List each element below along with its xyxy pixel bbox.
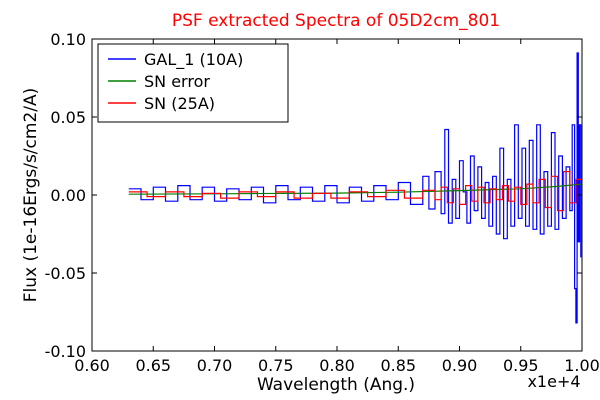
x-tick-label: 0.85 — [380, 356, 416, 375]
x-tick-label: 0.95 — [503, 356, 539, 375]
x-tick-label: 0.70 — [197, 356, 233, 375]
y-axis-label: Flux (1e-16Ergs/s/cm2/A) — [21, 88, 41, 303]
legend-entry: SN error — [144, 72, 210, 91]
legend-entry: GAL_1 (10A) — [144, 50, 243, 70]
series-line-2 — [128, 171, 582, 212]
legend-box — [97, 43, 289, 123]
y-tick-label: 0.05 — [50, 108, 86, 127]
series-line-0 — [128, 52, 582, 324]
y-tick-label: -0.05 — [45, 264, 86, 283]
x-tick-label: 1.00 — [564, 356, 600, 375]
x-tick-label: 0.65 — [135, 356, 171, 375]
x-tick-label: 0.80 — [319, 356, 355, 375]
y-tick-label: -0.10 — [45, 342, 86, 361]
legend-entry: SN (25A) — [144, 94, 215, 113]
x-tick-label: 0.60 — [74, 356, 110, 375]
x-tick-label: 0.75 — [258, 356, 294, 375]
y-tick-label: 0.10 — [50, 30, 86, 49]
chart-title: PSF extracted Spectra of 05D2cm_801 — [172, 11, 500, 31]
x-tick-label: 0.90 — [442, 356, 478, 375]
x-axis-multiplier: x1e+4 — [527, 372, 580, 391]
y-tick-label: 0.00 — [50, 186, 86, 205]
x-axis-label: Wavelength (Ang.) — [257, 375, 415, 395]
